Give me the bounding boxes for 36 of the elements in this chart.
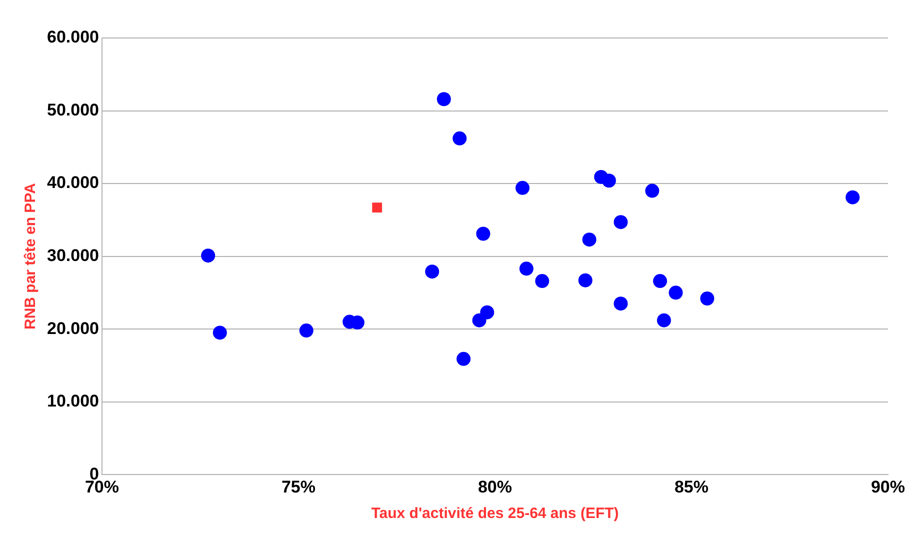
point <box>700 292 714 306</box>
x-axis-title: Taux d'activité des 25-64 ans (EFT) <box>371 505 619 522</box>
point <box>476 226 490 241</box>
x-tick-label: 75% <box>281 477 316 496</box>
point <box>656 313 671 328</box>
y-tick-label: 50.000 <box>46 100 99 120</box>
y-axis-title: RNB par tête en PPA <box>22 182 40 330</box>
y-tick-label: 20.000 <box>46 318 99 338</box>
point <box>614 215 628 230</box>
x-tick-label: 90% <box>870 477 906 496</box>
point <box>582 232 596 247</box>
point <box>212 326 227 340</box>
point <box>846 190 860 204</box>
y-tick-label: 30.000 <box>46 246 99 265</box>
point <box>535 274 550 288</box>
y-tick-label: 60.000 <box>46 28 99 47</box>
point <box>516 180 530 195</box>
y-tick-label: 10.000 <box>46 392 99 411</box>
point <box>299 324 314 338</box>
point <box>425 264 440 279</box>
point <box>578 273 592 288</box>
x-tick-label: 85% <box>674 477 709 496</box>
point <box>614 296 628 311</box>
point <box>201 248 216 263</box>
x-tick-label: 80% <box>478 477 512 496</box>
point <box>436 92 451 106</box>
y-tick-label: 40.000 <box>46 173 99 192</box>
point <box>668 286 683 300</box>
point <box>653 274 668 288</box>
point <box>602 174 616 188</box>
point <box>480 305 494 320</box>
point <box>456 352 471 366</box>
point <box>519 262 534 276</box>
point <box>372 202 382 212</box>
point <box>452 131 467 146</box>
point <box>645 184 660 198</box>
